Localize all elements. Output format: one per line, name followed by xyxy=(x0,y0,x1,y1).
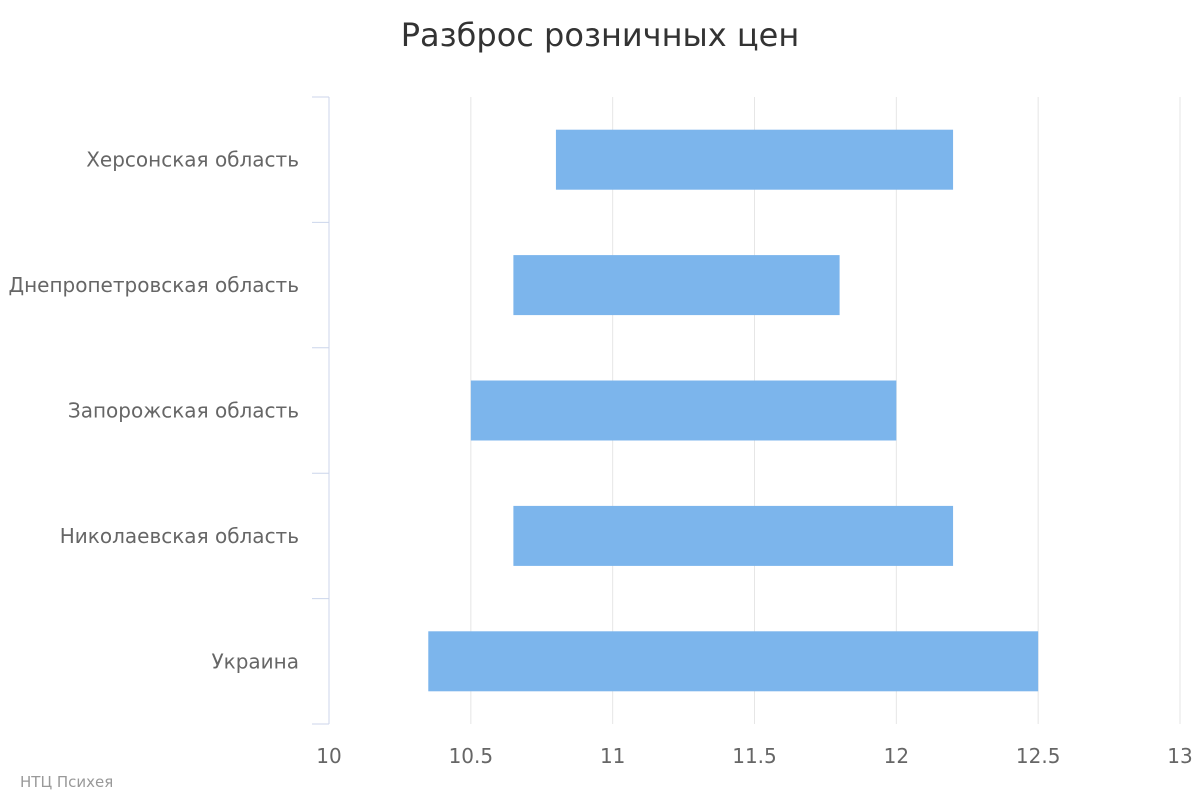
range-bar[interactable] xyxy=(556,130,953,190)
tick-label: 11 xyxy=(600,744,625,768)
tick-label: 13 xyxy=(1167,744,1192,768)
category-label: Днепропетровская область xyxy=(8,273,299,297)
tick-label: 12.5 xyxy=(1016,744,1061,768)
chart-title: Разброс розничных цен xyxy=(401,16,800,54)
tick-labels: 10 10.5 11 11.5 12 12.5 13 xyxy=(316,744,1192,768)
range-bar[interactable] xyxy=(428,631,1038,691)
category-label: Запорожская область xyxy=(68,399,299,423)
category-label: Херсонская область xyxy=(86,148,299,172)
credits[interactable]: НТЦ Психея xyxy=(20,773,113,791)
category-labels: Херсонская область Днепропетровская облас… xyxy=(8,148,299,674)
category-label: Украина xyxy=(211,649,299,673)
range-bar[interactable] xyxy=(471,381,897,441)
tick-label: 10 xyxy=(316,744,341,768)
category-axis xyxy=(312,97,329,724)
bars xyxy=(428,130,1038,692)
tick-label: 11.5 xyxy=(732,744,777,768)
tick-label: 10.5 xyxy=(449,744,494,768)
range-bar[interactable] xyxy=(513,255,839,315)
range-bar[interactable] xyxy=(513,506,953,566)
category-label: Николаевская область xyxy=(60,524,299,548)
tick-label: 12 xyxy=(884,744,909,768)
